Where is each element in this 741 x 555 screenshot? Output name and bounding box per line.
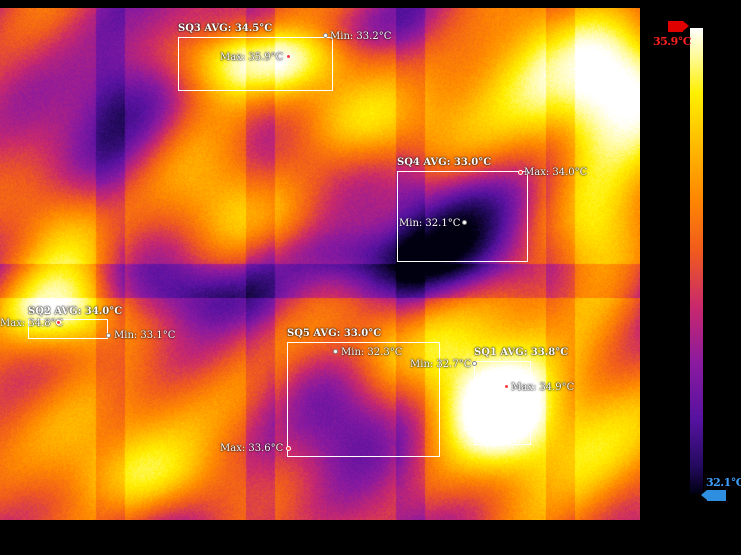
sq2-box[interactable] <box>28 319 108 339</box>
sq2-min-marker <box>106 333 111 338</box>
sq1-max-marker <box>504 384 509 389</box>
sq2-min-label: Min: 33.1°C <box>114 330 176 341</box>
sq5-min-marker <box>333 349 338 354</box>
sq1-min-label: Min: 32.7°C <box>410 359 472 370</box>
sq3-avg-label: SQ3 AVG: 34.5°C <box>178 23 273 34</box>
sq1-box[interactable] <box>474 361 531 445</box>
sq5-box[interactable] <box>287 342 440 457</box>
sq5-min-label: Min: 32.3°C <box>341 347 403 358</box>
sq4-box[interactable] <box>397 171 528 262</box>
sq4-min-label: Min: 32.1°C <box>399 218 461 229</box>
sq1-avg-label: SQ1 AVG: 33.8°C <box>474 347 569 358</box>
sq4-max-marker <box>518 170 523 175</box>
sq4-avg-label: SQ4 AVG: 33.0°C <box>397 157 492 168</box>
sq5-avg-label: SQ5 AVG: 33.0°C <box>287 328 382 339</box>
sq3-box[interactable] <box>178 37 333 91</box>
sq2-avg-label: SQ2 AVG: 34.0°C <box>28 306 123 317</box>
thermal-image <box>0 8 640 520</box>
sq3-max-marker <box>286 54 291 59</box>
sq5-max-marker <box>286 446 291 451</box>
sq1-max-label: Max: 34.9°C <box>511 382 575 393</box>
sq5-max-label: Max: 33.6°C <box>220 443 284 454</box>
scale-max-label: 35.9°C <box>653 35 692 48</box>
sq3-max-label: Max: 35.9°C <box>220 52 284 63</box>
sq3-min-label: Min: 33.2°C <box>330 31 392 42</box>
sq2-max-label: Max: 34.8°C <box>0 318 64 329</box>
sq3-min-marker <box>323 33 328 38</box>
sq4-min-marker <box>462 220 467 225</box>
sq4-max-label: Max: 34.0°C <box>524 167 588 178</box>
sq2-max-marker <box>56 320 61 325</box>
color-scale-bar <box>690 28 703 494</box>
sq1-min-marker <box>472 361 477 366</box>
scale-min-label: 32.1°C <box>706 476 741 489</box>
